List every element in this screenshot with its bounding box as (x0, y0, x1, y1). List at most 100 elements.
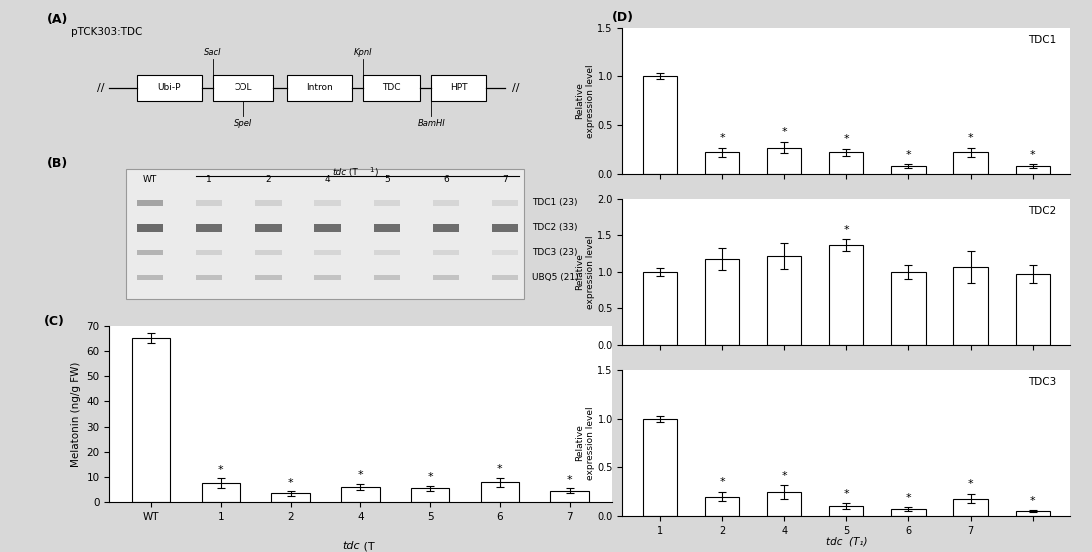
Bar (197, 250, 223, 255)
Bar (314, 275, 341, 280)
Bar (492, 250, 519, 255)
Bar (432, 250, 459, 255)
Bar (364, 75, 420, 100)
Text: *: * (720, 133, 725, 143)
Text: (T: (T (346, 168, 358, 177)
Bar (432, 224, 459, 231)
Text: TDC3 (23): TDC3 (23) (533, 248, 578, 257)
Bar (256, 200, 282, 206)
Text: TDC: TDC (382, 83, 401, 92)
Bar (643, 76, 677, 174)
Text: *: * (1030, 496, 1035, 506)
Bar (891, 509, 926, 516)
Bar (138, 250, 164, 255)
Text: *: * (218, 465, 224, 475)
Text: SacI: SacI (204, 48, 222, 57)
Text: //: // (512, 83, 520, 93)
Bar (432, 275, 459, 280)
Text: 6: 6 (443, 175, 449, 184)
Text: (D): (D) (612, 11, 633, 24)
Text: TDC1: TDC1 (1029, 35, 1057, 45)
Bar (132, 338, 170, 502)
Text: SpeI: SpeI (234, 119, 252, 128)
Bar (550, 491, 589, 502)
Bar (138, 275, 164, 280)
Bar (341, 487, 380, 502)
Bar (136, 75, 202, 100)
Text: WT: WT (143, 175, 157, 184)
Bar (829, 245, 864, 345)
Text: 1: 1 (369, 167, 373, 173)
Text: KpnI: KpnI (354, 48, 372, 57)
Text: *: * (905, 150, 911, 160)
Bar (138, 224, 164, 231)
Bar (126, 169, 524, 299)
Bar (314, 200, 341, 206)
Text: *: * (843, 489, 850, 499)
Bar (1016, 274, 1049, 345)
Bar (213, 75, 273, 100)
Y-axis label: Relative
expression level: Relative expression level (575, 406, 594, 480)
Text: *: * (968, 479, 973, 489)
Bar (953, 152, 987, 174)
Bar (767, 256, 802, 345)
Text: *: * (905, 493, 911, 503)
Bar (492, 275, 519, 280)
Bar (256, 250, 282, 255)
Bar (767, 147, 802, 174)
Bar (431, 75, 486, 100)
Bar (492, 200, 519, 206)
Text: *: * (427, 472, 432, 482)
Text: *: * (1030, 150, 1035, 160)
Bar (272, 493, 310, 502)
Bar (492, 224, 519, 231)
Bar (432, 200, 459, 206)
Bar (138, 200, 164, 206)
Text: tdc: tdc (343, 541, 360, 551)
Bar (705, 497, 739, 516)
Text: ƆƆL: ƆƆL (234, 83, 252, 92)
Bar (891, 272, 926, 345)
Text: *: * (288, 477, 294, 487)
Text: TDC3: TDC3 (1029, 377, 1057, 387)
Text: *: * (567, 475, 572, 485)
Text: TDC2 (33): TDC2 (33) (533, 223, 578, 232)
Bar (643, 272, 677, 345)
Text: *: * (843, 225, 850, 235)
Bar (373, 224, 400, 231)
Bar (767, 492, 802, 516)
Text: ): ) (375, 168, 378, 177)
Bar (829, 506, 864, 516)
Text: tdc: tdc (332, 168, 346, 177)
Bar (891, 166, 926, 174)
Text: 2: 2 (265, 175, 271, 184)
Bar (705, 259, 739, 345)
Bar (287, 75, 353, 100)
Text: *: * (782, 128, 787, 137)
Bar (705, 152, 739, 174)
Bar (411, 489, 449, 502)
Bar (373, 200, 400, 206)
Text: *: * (782, 470, 787, 481)
Bar (197, 224, 223, 231)
Bar (256, 275, 282, 280)
Text: pTCK303:TDC: pTCK303:TDC (71, 26, 142, 36)
Text: (A): (A) (46, 13, 68, 26)
Text: *: * (720, 477, 725, 487)
Bar (314, 224, 341, 231)
Text: TDC1 (23): TDC1 (23) (533, 198, 578, 208)
Text: *: * (968, 133, 973, 143)
Text: Ubi-P: Ubi-P (157, 83, 181, 92)
Bar (953, 498, 987, 516)
Text: tdc  (T₁): tdc (T₁) (826, 537, 867, 546)
Y-axis label: Relative
expression level: Relative expression level (575, 235, 594, 309)
Bar (256, 224, 282, 231)
Text: *: * (497, 464, 502, 474)
Text: (B): (B) (46, 157, 68, 171)
Text: HPT: HPT (450, 83, 467, 92)
Text: *: * (843, 134, 850, 144)
Bar (197, 200, 223, 206)
Text: 7: 7 (502, 175, 508, 184)
Bar (480, 482, 519, 502)
Bar (829, 152, 864, 174)
